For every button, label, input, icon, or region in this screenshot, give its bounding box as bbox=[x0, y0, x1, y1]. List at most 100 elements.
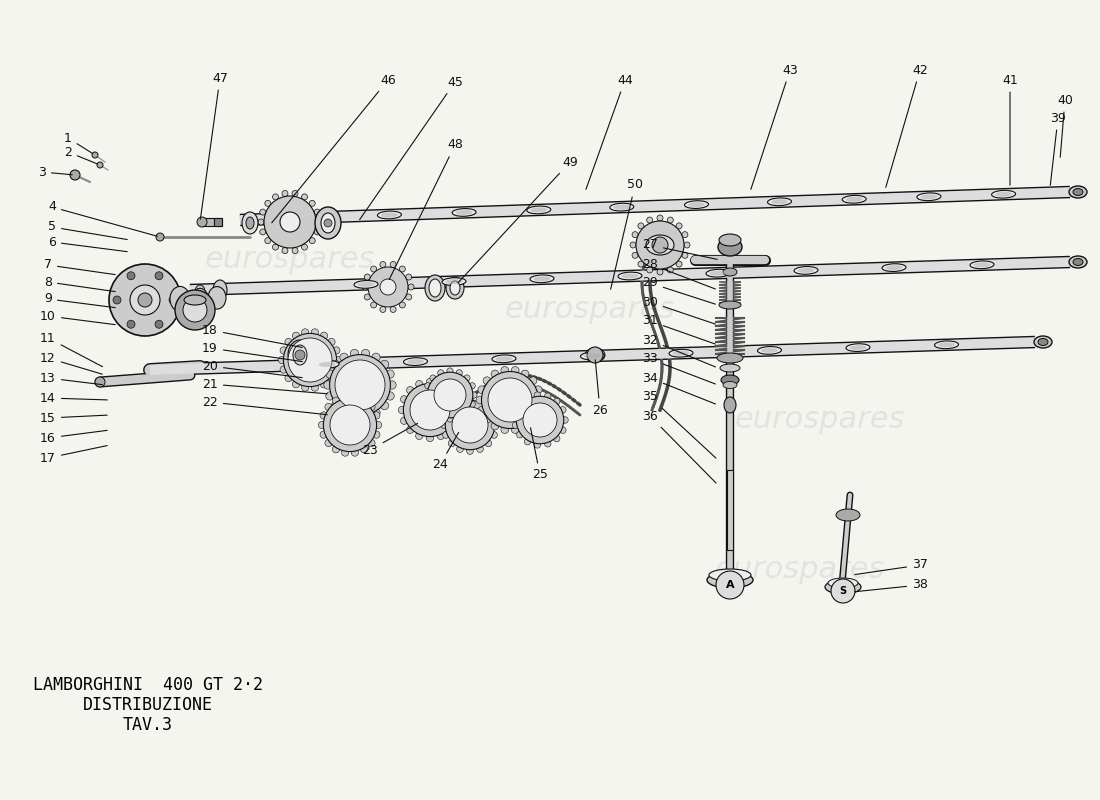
Ellipse shape bbox=[719, 234, 741, 246]
Ellipse shape bbox=[530, 207, 547, 212]
Circle shape bbox=[390, 306, 396, 313]
Circle shape bbox=[512, 366, 519, 374]
Circle shape bbox=[284, 334, 337, 386]
Circle shape bbox=[324, 439, 332, 446]
Ellipse shape bbox=[771, 199, 788, 204]
Circle shape bbox=[447, 386, 453, 394]
Circle shape bbox=[341, 394, 349, 401]
Circle shape bbox=[320, 431, 328, 438]
Circle shape bbox=[379, 279, 396, 295]
Circle shape bbox=[469, 382, 475, 389]
Ellipse shape bbox=[836, 509, 860, 521]
Circle shape bbox=[476, 398, 483, 404]
Ellipse shape bbox=[429, 279, 441, 297]
Circle shape bbox=[130, 285, 159, 315]
Ellipse shape bbox=[828, 578, 858, 588]
Circle shape bbox=[438, 414, 444, 420]
Text: 2: 2 bbox=[64, 146, 98, 164]
Circle shape bbox=[334, 356, 342, 364]
Circle shape bbox=[476, 446, 483, 453]
Circle shape bbox=[452, 417, 460, 424]
Circle shape bbox=[477, 406, 486, 414]
Circle shape bbox=[476, 396, 484, 404]
Ellipse shape bbox=[213, 280, 227, 300]
Ellipse shape bbox=[1072, 189, 1084, 195]
Ellipse shape bbox=[825, 580, 861, 594]
Ellipse shape bbox=[720, 364, 740, 372]
Circle shape bbox=[126, 272, 135, 280]
Circle shape bbox=[632, 232, 638, 238]
Circle shape bbox=[544, 441, 551, 447]
Circle shape bbox=[657, 215, 663, 221]
Ellipse shape bbox=[614, 205, 630, 210]
Text: TAV.3: TAV.3 bbox=[123, 716, 173, 734]
Circle shape bbox=[301, 384, 309, 391]
Circle shape bbox=[516, 396, 563, 444]
Ellipse shape bbox=[723, 382, 737, 389]
Ellipse shape bbox=[1069, 256, 1087, 268]
Circle shape bbox=[280, 212, 300, 232]
Circle shape bbox=[430, 375, 436, 381]
Text: 33: 33 bbox=[642, 353, 715, 384]
Ellipse shape bbox=[315, 361, 339, 368]
Circle shape bbox=[491, 412, 497, 418]
Ellipse shape bbox=[935, 341, 958, 349]
Ellipse shape bbox=[672, 350, 690, 356]
Text: A: A bbox=[726, 580, 735, 590]
Text: 31: 31 bbox=[642, 314, 715, 344]
Ellipse shape bbox=[452, 209, 476, 216]
Text: 23: 23 bbox=[362, 423, 418, 457]
Circle shape bbox=[525, 438, 530, 445]
Ellipse shape bbox=[843, 195, 866, 203]
Circle shape bbox=[676, 223, 682, 229]
Ellipse shape bbox=[404, 358, 428, 366]
Circle shape bbox=[682, 232, 688, 238]
Ellipse shape bbox=[846, 344, 870, 351]
Circle shape bbox=[340, 409, 349, 417]
Circle shape bbox=[138, 293, 152, 307]
Text: 11: 11 bbox=[40, 331, 102, 366]
Text: 19: 19 bbox=[202, 342, 302, 362]
Text: 30: 30 bbox=[642, 295, 715, 324]
Circle shape bbox=[441, 422, 448, 428]
Ellipse shape bbox=[321, 213, 336, 233]
Circle shape bbox=[452, 396, 460, 403]
Circle shape bbox=[544, 393, 551, 399]
Text: 4: 4 bbox=[48, 201, 157, 236]
Circle shape bbox=[292, 247, 298, 254]
Circle shape bbox=[427, 372, 473, 418]
Text: DISTRIBUZIONE: DISTRIBUZIONE bbox=[82, 696, 213, 714]
Text: 38: 38 bbox=[855, 578, 928, 592]
Circle shape bbox=[323, 398, 376, 451]
Circle shape bbox=[652, 237, 668, 253]
Circle shape bbox=[379, 262, 386, 267]
Circle shape bbox=[350, 412, 359, 421]
Circle shape bbox=[469, 401, 475, 407]
Text: eurospares: eurospares bbox=[735, 406, 905, 434]
Circle shape bbox=[309, 238, 316, 244]
Circle shape bbox=[292, 190, 298, 197]
Text: eurospares: eurospares bbox=[205, 246, 375, 274]
Ellipse shape bbox=[646, 235, 674, 255]
Circle shape bbox=[447, 368, 453, 374]
Ellipse shape bbox=[170, 286, 190, 311]
Ellipse shape bbox=[1034, 336, 1052, 348]
Circle shape bbox=[647, 217, 652, 223]
Ellipse shape bbox=[192, 288, 208, 308]
Ellipse shape bbox=[718, 238, 743, 256]
Circle shape bbox=[398, 406, 406, 414]
Ellipse shape bbox=[991, 190, 1015, 198]
Ellipse shape bbox=[669, 350, 693, 357]
Text: 44: 44 bbox=[586, 74, 632, 190]
Circle shape bbox=[367, 439, 375, 446]
Circle shape bbox=[562, 417, 569, 423]
Circle shape bbox=[95, 377, 104, 387]
Circle shape bbox=[301, 194, 308, 200]
Circle shape bbox=[282, 247, 288, 254]
Ellipse shape bbox=[707, 572, 754, 588]
Circle shape bbox=[483, 415, 491, 423]
Ellipse shape bbox=[377, 211, 402, 219]
Ellipse shape bbox=[719, 301, 741, 309]
Circle shape bbox=[324, 403, 332, 410]
Circle shape bbox=[265, 200, 271, 206]
